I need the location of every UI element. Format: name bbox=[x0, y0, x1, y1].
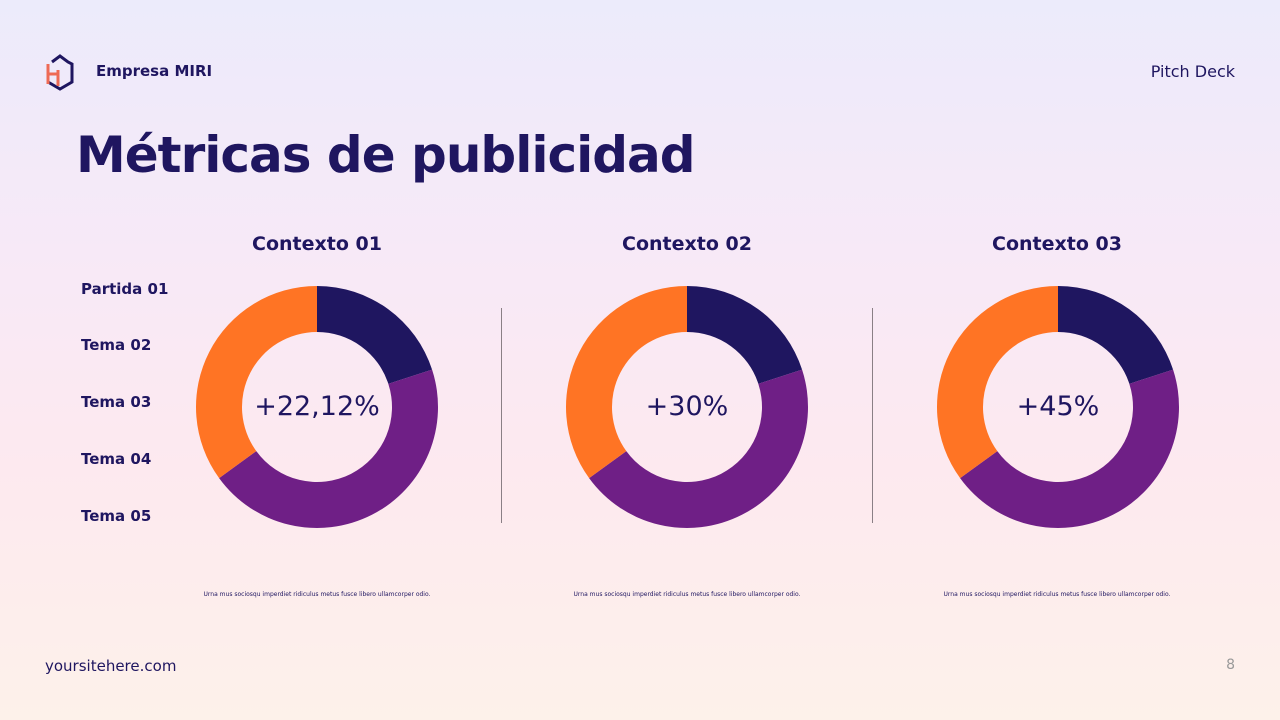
logo-icon bbox=[46, 54, 74, 91]
legend-item: Tema 02 bbox=[81, 336, 152, 354]
legend-item: Tema 05 bbox=[81, 507, 152, 525]
chart-note: Urna mus sociosqu imperdiet ridiculus me… bbox=[573, 591, 801, 598]
center-label: +22,12% bbox=[254, 391, 380, 422]
deck-label: Pitch Deck bbox=[1150, 62, 1235, 81]
donut-segment bbox=[936, 286, 1058, 479]
donut-segment bbox=[960, 369, 1179, 529]
legend-item: Tema 03 bbox=[81, 393, 152, 411]
center-label: +30% bbox=[645, 391, 729, 422]
page-number: 8 bbox=[1226, 657, 1235, 673]
legend-item: Tema 04 bbox=[81, 450, 152, 468]
divider bbox=[501, 308, 502, 523]
donut-segment bbox=[317, 286, 433, 384]
donut-segment bbox=[687, 286, 803, 384]
divider bbox=[872, 308, 873, 523]
brand-name: Empresa MIRI bbox=[96, 62, 213, 80]
center-label: +45% bbox=[1016, 391, 1100, 422]
chart-note: Urna mus sociosqu imperdiet ridiculus me… bbox=[203, 591, 431, 598]
donut-segment bbox=[589, 369, 808, 528]
donut-segment bbox=[566, 286, 687, 479]
chart-title: Contexto 02 bbox=[622, 233, 752, 255]
chart-title: Contexto 03 bbox=[992, 233, 1122, 255]
donut-segment bbox=[1058, 286, 1174, 384]
page-title: Métricas de publicidad bbox=[76, 126, 696, 184]
donut-segment bbox=[196, 286, 317, 479]
legend-item: Partida 01 bbox=[81, 280, 169, 298]
chart-note: Urna mus sociosqu imperdiet ridiculus me… bbox=[943, 591, 1171, 598]
chart-title: Contexto 01 bbox=[252, 233, 382, 255]
site-link[interactable]: yoursitehere.com bbox=[45, 657, 177, 675]
donut-segment bbox=[219, 369, 438, 528]
